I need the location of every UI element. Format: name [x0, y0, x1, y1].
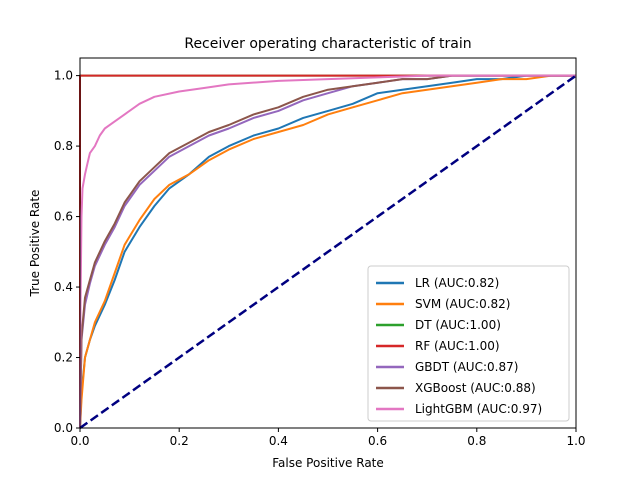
- y-tick-label-2: 0.4: [54, 280, 73, 294]
- x-tick-label-5: 1.0: [566, 434, 585, 448]
- series-line-1: [79, 74, 576, 429]
- legend-label-0: LR (AUC:0.82): [415, 276, 499, 290]
- series-line-6: [79, 74, 576, 429]
- series-line-0: [79, 74, 576, 429]
- legend-label-6: LightGBM (AUC:0.97): [415, 402, 542, 416]
- y-tick-label-1: 0.2: [54, 351, 73, 365]
- legend-box: [367, 265, 570, 422]
- series-line-5: [79, 74, 576, 429]
- x-tick-label-3: 0.6: [368, 434, 387, 448]
- chart-title: Receiver operating characteristic of tra…: [184, 36, 471, 52]
- legend-label-5: XGBoost (AUC:0.88): [415, 381, 536, 395]
- y-tick-label-5: 1.0: [54, 69, 73, 83]
- legend-label-3: RF (AUC:1.00): [415, 339, 500, 353]
- legend: LR (AUC:0.82) SVM (AUC:0.82) DT (AUC:1.00)…: [367, 265, 570, 422]
- x-axis-ticks: 0.0 0.2 0.4 0.6 0.8 1.0: [70, 428, 586, 448]
- x-tick-label-0: 0.0: [70, 434, 89, 448]
- y-tick-label-3: 0.6: [54, 210, 73, 224]
- y-axis-title: True Positive Rate: [28, 190, 42, 298]
- y-axis-ticks: 0.0 0.2 0.4 0.6 0.8 1.0: [54, 69, 80, 435]
- x-tick-label-1: 0.2: [170, 434, 189, 448]
- legend-label-4: GBDT (AUC:0.87): [415, 360, 518, 374]
- x-tick-label-4: 0.8: [467, 434, 486, 448]
- x-tick-label-2: 0.4: [269, 434, 288, 448]
- x-axis-title: False Positive Rate: [272, 456, 384, 470]
- y-tick-label-4: 0.8: [54, 139, 73, 153]
- legend-label-1: SVM (AUC:0.82): [415, 297, 511, 311]
- legend-label-2: DT (AUC:1.00): [415, 318, 501, 332]
- plot-frame: [79, 57, 577, 429]
- y-tick-label-0: 0.0: [54, 421, 73, 435]
- reference-diagonal-line: [79, 74, 577, 430]
